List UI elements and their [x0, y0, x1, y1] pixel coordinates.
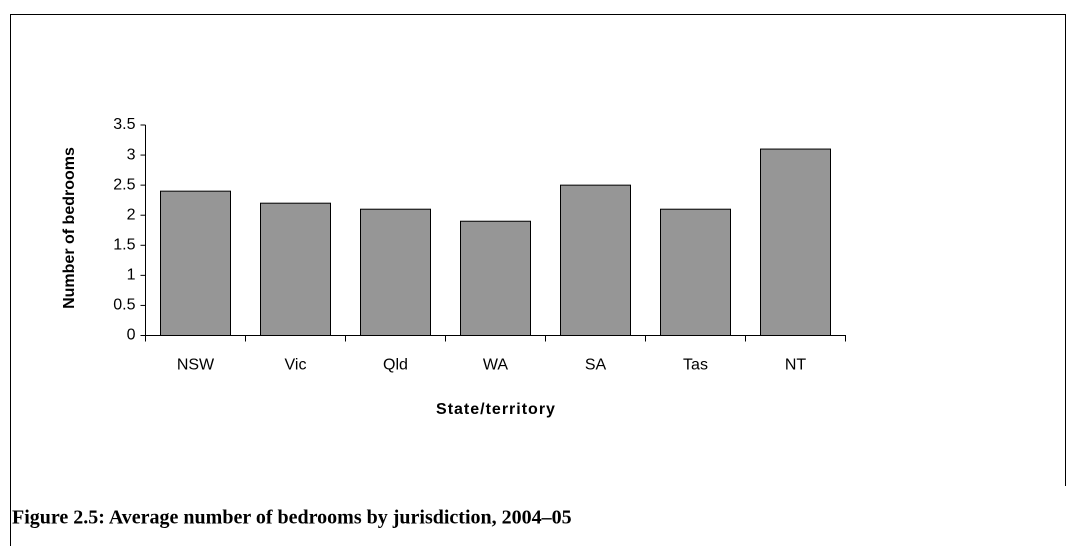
bar [760, 148, 831, 336]
y-tick-label: 3 [127, 146, 136, 163]
y-tick-label: 3.5 [113, 116, 135, 133]
y-tick-label: 2.5 [113, 176, 135, 193]
bar [660, 208, 731, 336]
x-tick-label: Vic [285, 357, 307, 374]
y-tick-label: 0 [127, 327, 136, 344]
y-tick-label: 0.5 [113, 297, 135, 314]
y-axis-title: Number of bedrooms [61, 147, 78, 309]
x-tick-label: NT [785, 357, 807, 374]
bar [460, 220, 531, 337]
y-tick-label: 1.5 [113, 237, 135, 254]
x-axis-title: State/territory [436, 401, 556, 418]
x-tick-label: SA [585, 357, 607, 374]
x-tick-label: Tas [683, 357, 708, 374]
caption: Figure 2.5: Average number of bedrooms b… [12, 507, 572, 529]
x-tick-label: WA [483, 357, 509, 374]
frame [10, 14, 1066, 546]
y-tick-label: 1 [127, 267, 136, 284]
bar [260, 202, 331, 336]
bar [160, 190, 231, 336]
y-tick-label: 2 [127, 206, 136, 223]
x-tick-label: Qld [383, 357, 408, 374]
bar [360, 208, 431, 336]
bar [560, 184, 631, 336]
x-tick-label: NSW [177, 357, 215, 374]
